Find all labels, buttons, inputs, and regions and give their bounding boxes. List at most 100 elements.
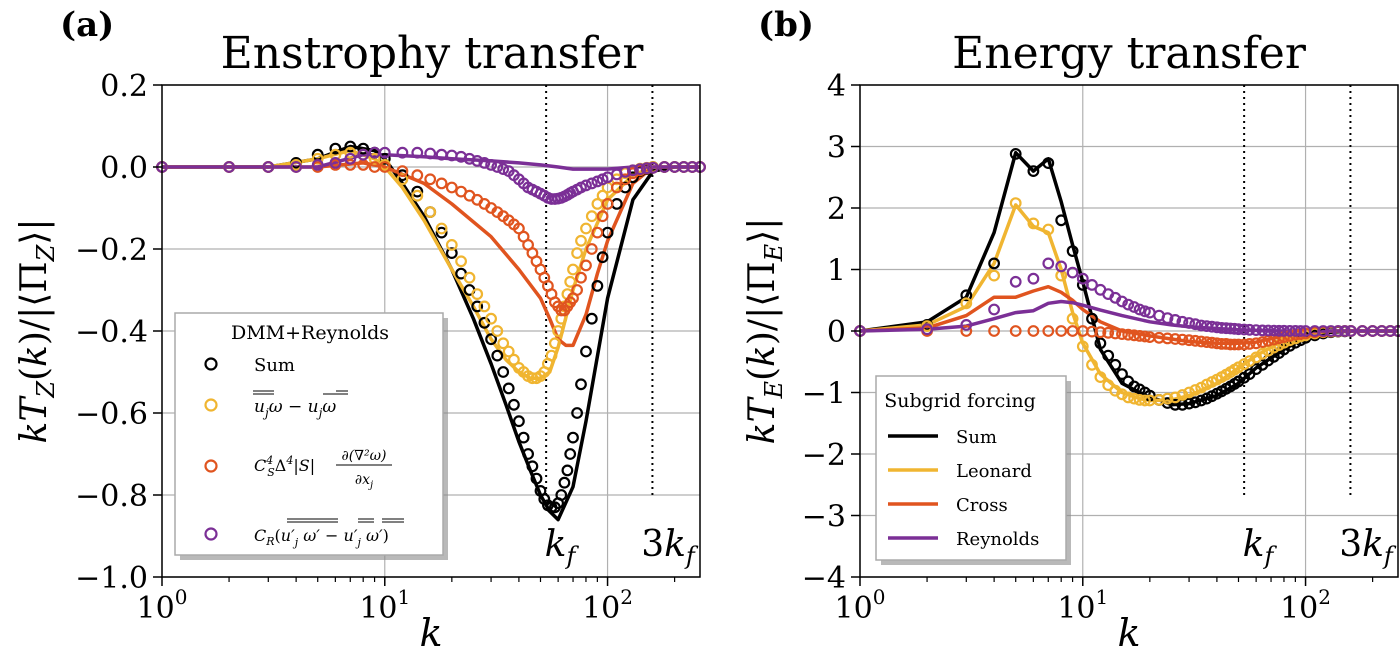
series-point-reynolds — [1169, 314, 1182, 326]
x-tick-label: 102 — [582, 585, 633, 626]
series-point-sum — [502, 382, 515, 395]
y-tick-label: −0.2 — [75, 233, 148, 268]
series-point-cross — [988, 325, 1000, 337]
series-point-leonard — [344, 146, 357, 159]
series-point-cross — [1102, 326, 1115, 339]
series-point-reynolds — [497, 163, 510, 176]
series-point-reynolds — [1243, 323, 1256, 336]
panel-b-ylabel: kTE(k)/|⟨ΠE⟩| — [742, 218, 788, 445]
series-point-sum — [471, 300, 484, 313]
series-point-reynolds — [378, 146, 391, 159]
series-point-cross — [1094, 326, 1107, 339]
panel-a-ylabel: kTZ(k)/|⟨ΠZ⟩| — [14, 218, 60, 443]
series-point-sum — [575, 378, 587, 391]
series-point-cross — [1009, 325, 1022, 337]
series-point-cross — [1055, 325, 1068, 337]
series-point-leonard — [368, 152, 381, 165]
series-point-leonard — [549, 337, 561, 350]
series-point-sum — [564, 448, 577, 460]
series-point-reynolds — [1256, 324, 1269, 337]
series-point-leonard — [1169, 391, 1182, 404]
series-point-leonard — [1183, 386, 1195, 399]
series-point-reynolds — [1273, 324, 1285, 337]
series-point-reynolds — [960, 319, 973, 331]
x-tick-label: 101 — [359, 585, 410, 626]
series-point-sum — [1102, 349, 1115, 362]
legend-a-reynolds-marker — [204, 527, 218, 541]
svg-text:∂xj: ∂xj — [355, 472, 373, 491]
series-point-sum — [329, 142, 342, 155]
series-point-reynolds — [1232, 323, 1245, 336]
series-point-reynolds — [1128, 301, 1140, 313]
series-point-reynolds — [1055, 260, 1068, 273]
svg-text:ujω − ujω: ujω − ujω — [254, 397, 336, 420]
series-point-sum — [561, 464, 574, 477]
series-point-leonard — [455, 255, 468, 268]
series-point-leonard — [463, 271, 476, 284]
series-point-sum — [1189, 396, 1202, 409]
series-point-cross — [591, 226, 604, 239]
series-point-leonard — [435, 222, 448, 235]
series-point-cross — [396, 165, 409, 178]
series-point-sum — [1109, 358, 1122, 371]
series-point-reynolds — [1238, 323, 1250, 336]
series-point-reynolds — [1262, 324, 1275, 337]
series-point-sum — [491, 349, 504, 362]
panel-a-label: (a) — [60, 5, 114, 45]
legend-a-leonard-marker — [204, 398, 218, 412]
series-point-reynolds — [1176, 315, 1189, 328]
y-tick-label: −0.8 — [75, 479, 148, 514]
series-point-cross — [1183, 334, 1195, 347]
series-point-cross — [1243, 338, 1256, 350]
y-tick-label: −0.4 — [75, 315, 148, 350]
series-point-sum — [517, 431, 530, 444]
series-point-leonard — [411, 189, 424, 202]
series-point-cross — [1116, 328, 1128, 341]
y-tick-label: −2 — [802, 438, 846, 473]
series-point-cross — [1220, 338, 1232, 350]
series-point-sum — [411, 185, 424, 198]
panel-a-legend: DMM+Reynolds Sum ujω − ujω C4 SΔ4|S| ∂(∇²… — [174, 312, 448, 560]
panel-b-legend: Subgrid forcing Sum Leonard Cross Reynol… — [875, 375, 1071, 565]
series-point-reynolds — [1189, 318, 1202, 331]
series-point-cross — [1256, 336, 1269, 349]
series-point-sum — [344, 140, 357, 153]
series-point-sum — [1183, 397, 1195, 410]
series-point-cross — [571, 284, 583, 296]
series-point-reynolds — [1384, 325, 1397, 337]
series-point-cross — [619, 173, 632, 186]
y-tick-label: 1 — [827, 254, 846, 289]
series-point-reynolds — [585, 177, 598, 190]
series-point-leonard — [1027, 217, 1040, 230]
series-point-sum — [585, 312, 598, 325]
svg-text:CR(u′j ω′ − u′j ω′): CR(u′j ω′ − u′j ω′) — [254, 526, 389, 549]
series-point-leonard — [988, 269, 1000, 282]
series-point-reynolds — [1066, 266, 1079, 279]
series-point-sum — [1195, 394, 1208, 407]
series-point-leonard — [1009, 197, 1022, 210]
series-point-reynolds — [1116, 295, 1128, 308]
series-point-sum — [508, 398, 520, 411]
panel-a-series — [156, 140, 706, 522]
series-point-reynolds — [1195, 319, 1208, 332]
x-tick-label: 101 — [1057, 585, 1108, 626]
series-point-reynolds — [463, 152, 476, 165]
series-point-reynolds — [1324, 325, 1337, 337]
series-point-reynolds — [485, 158, 498, 171]
series-point-leonard — [1086, 358, 1098, 371]
series-point-cross — [1176, 333, 1189, 346]
legend-a-sum-label: Sum — [254, 355, 295, 376]
series-point-cross — [378, 161, 391, 173]
series-point-reynolds — [478, 156, 491, 169]
series-point-reynolds — [1161, 312, 1174, 325]
series-point-sum — [558, 476, 571, 489]
series-point-sum — [1066, 245, 1079, 258]
series-point-leonard — [1176, 389, 1189, 401]
series-point-reynolds — [640, 162, 653, 175]
series-point-reynolds — [1076, 272, 1089, 285]
series-point-cross — [344, 158, 357, 171]
series-point-sum — [513, 415, 525, 428]
series-point-reynolds — [1138, 305, 1151, 318]
